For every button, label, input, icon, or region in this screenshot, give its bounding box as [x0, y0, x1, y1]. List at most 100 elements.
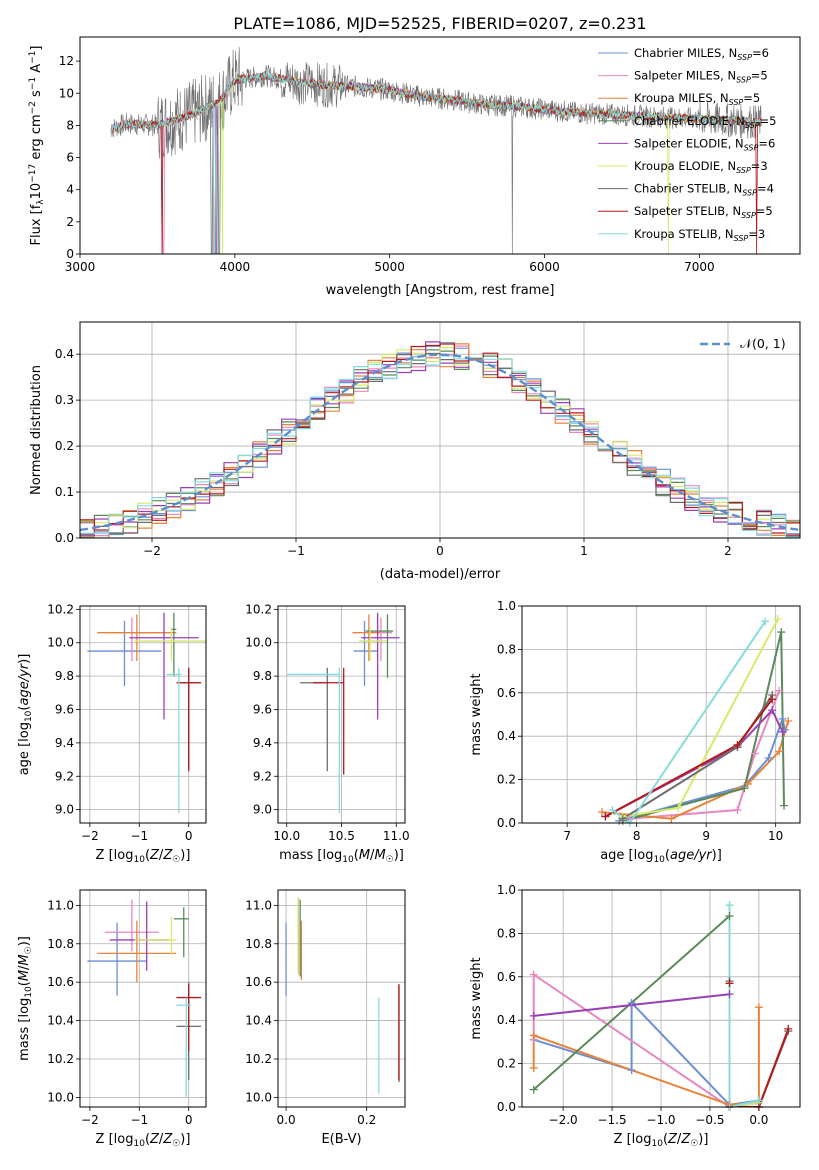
label-part: Z [log: [614, 1132, 652, 1147]
plot-area: [87, 612, 206, 813]
series-line: [622, 631, 785, 822]
label-part: Z: [149, 848, 160, 863]
series-line: [611, 620, 767, 823]
figure-title: PLATE=1086, MJD=52525, FIBERID=0207, z=0…: [233, 14, 646, 33]
y-axis-label: Normed distribution: [29, 365, 44, 495]
legend-label: Salpeter STELIB, NSSP=5: [634, 204, 773, 220]
y-tick-label: 10.6: [47, 975, 74, 989]
legend-subscript: SSP: [741, 211, 756, 220]
label-part: mass [log: [17, 998, 32, 1061]
y-tick-label: 9.2: [253, 769, 272, 783]
label-part: (: [17, 706, 32, 711]
label-part: −17: [28, 164, 38, 183]
label-part: (: [663, 1132, 668, 1147]
legend-label: Salpeter MILES, NSSP=5: [634, 69, 768, 85]
label-part: 10: [651, 1139, 663, 1149]
series-marker: [529, 1031, 538, 1040]
label-part: 10: [24, 986, 34, 998]
label-part: ☉: [386, 855, 394, 865]
y-tick-label: 0.4: [497, 729, 516, 743]
y-tick-label: 0.8: [497, 642, 516, 656]
label-part: /: [159, 1132, 164, 1147]
legend-subscript: SSP: [745, 121, 760, 130]
label-part: )]: [698, 1132, 708, 1147]
x-tick-label: 0.2: [357, 1113, 376, 1127]
plot-area: [87, 899, 202, 1098]
y-tick-label: 11.0: [245, 898, 272, 912]
label-part: Z: [162, 1132, 173, 1147]
x-tick-label: 10.0: [273, 829, 300, 843]
x-tick-label: −1: [130, 1113, 148, 1127]
label-part: −2: [28, 101, 38, 114]
y-tick-label: 10.2: [47, 602, 74, 616]
x-tick-label: −0.5: [695, 1113, 724, 1127]
y-tick-label: 0.4: [497, 1013, 516, 1027]
panel-mass-vs-Z: −2 −1 010.010.210.410.610.811.0Z [log10(Z/…: [17, 889, 207, 1149]
spectrum-model-line: [110, 72, 762, 254]
label-part: /: [17, 965, 32, 970]
legend-text: Salpeter MILES, N: [634, 69, 736, 83]
y-tick-label: 9.4: [253, 736, 272, 750]
y-tick-label: 12: [59, 54, 74, 68]
x-tick-label: 10.5: [328, 829, 355, 843]
series-marker: [529, 970, 538, 979]
y-tick-label: 0.6: [497, 686, 516, 700]
y-tick-label: 0.2: [497, 773, 516, 787]
x-tick-label: −2: [143, 544, 161, 558]
y-tick-label: 0.1: [55, 485, 74, 499]
legend-label: Chabrier ELODIE, NSSP=5: [634, 114, 776, 130]
panel-residuals: −2 −1 0 1 2 0.0 0.1 0.2 0.3 0.4 𝒩(0, 1) (data-model…: [29, 321, 801, 582]
series-marker: [529, 1063, 538, 1072]
legend-subscript: SSP: [736, 166, 751, 175]
plot-area: [110, 47, 762, 254]
x-axis-label: Z [log10(Z/Z☉)]: [96, 848, 191, 865]
series-line: [532, 972, 759, 1107]
legend-text: Kroupa MILES, N: [634, 91, 729, 105]
series-marker: [784, 717, 793, 726]
label-part: 10: [24, 710, 34, 722]
x-tick-label: −1.5: [597, 1113, 626, 1127]
legend-subscript: SSP: [734, 234, 749, 243]
x-tick-label: 5000: [374, 260, 405, 274]
y-tick-label: 0.2: [55, 439, 74, 453]
series-marker: [627, 998, 636, 1007]
y-tick-label: 0.8: [497, 926, 516, 940]
label-part: M: [359, 848, 370, 863]
y-tick-label: 0.6: [497, 970, 516, 984]
series-marker: [618, 814, 627, 823]
x-tick-label: 10: [768, 829, 783, 843]
y-tick-label: 10.4: [47, 1014, 74, 1028]
label-part: ☉: [690, 1139, 698, 1149]
label-part: (: [665, 848, 670, 863]
legend-text: =5: [760, 114, 777, 128]
axes-frame: [277, 889, 406, 1108]
axes-frame: [79, 889, 207, 1108]
x-tick-label: −2.0: [549, 1113, 578, 1127]
x-axis-label: (data-model)/error: [380, 567, 501, 582]
label-part: /: [370, 848, 375, 863]
y-tick-label: 2: [66, 215, 74, 229]
label-part: Z: [162, 848, 173, 863]
label-part: Flux [f: [29, 204, 44, 245]
y-tick-label: 10.0: [245, 636, 272, 650]
series-marker: [725, 901, 734, 910]
series-marker: [725, 979, 734, 988]
legend-label: Chabrier MILES, NSSP=6: [634, 46, 769, 62]
spectrum-model-line: [110, 71, 762, 254]
label-part: λ: [36, 199, 46, 205]
legend-subscript: SSP: [742, 189, 757, 198]
legend-label: Kroupa ELODIE, NSSP=3: [634, 159, 768, 175]
panel-age-vs-Z: −2 −1 09.09.29.49.69.810.010.2Z [log10(Z/Z…: [17, 602, 207, 865]
series-marker: [725, 912, 734, 921]
y-tick-label: 0: [66, 247, 74, 261]
plot-area: [285, 897, 400, 1094]
x-tick-label: −1: [130, 829, 148, 843]
series-marker: [608, 805, 617, 814]
y-tick-label: 9.8: [55, 669, 74, 683]
axes-frame: [521, 889, 801, 1108]
series-marker: [764, 753, 773, 762]
axes-frame: [79, 36, 801, 255]
label-part: )]: [180, 848, 190, 863]
y-tick-label: 0.0: [497, 1100, 516, 1114]
